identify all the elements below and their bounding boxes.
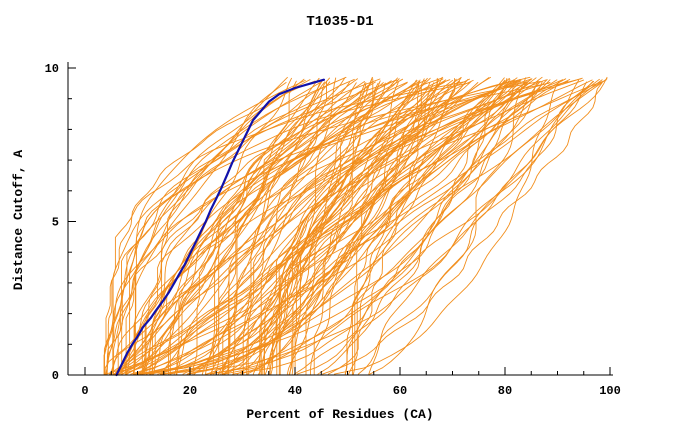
prediction-curve [193,82,431,375]
prediction-curve [115,78,355,375]
prediction-curve [322,82,603,375]
prediction-curve [103,81,528,375]
prediction-curve [221,77,456,375]
x-tick-label: 80 [498,384,512,398]
prediction-curve [352,79,454,375]
prediction-curve [240,82,435,375]
x-tick-label: 60 [393,384,407,398]
prediction-curve [276,78,582,375]
prediction-curve [114,82,520,375]
prediction-curve [121,82,479,375]
prediction-curve [246,78,374,375]
tick-labels: 0 20 40 60 80 100 0 5 10 [45,62,621,398]
prediction-curve [201,78,470,375]
prediction-curve [141,80,392,375]
chart-title: T1035-D1 [306,14,373,30]
prediction-curve [106,77,444,375]
x-axis-label: Percent of Residues (CA) [246,407,433,422]
prediction-curve [334,81,560,375]
prediction-curve [114,78,567,375]
highlighted-model-line [115,78,325,377]
prediction-curve [222,79,474,375]
prediction-curve [210,78,400,375]
prediction-curve [242,82,408,375]
x-tick-label: 40 [288,384,302,398]
y-tick-label: 5 [52,216,59,230]
prediction-curve [205,81,594,375]
prediction-curve [357,80,595,375]
prediction-curve [305,77,518,375]
prediction-curve [106,81,373,375]
prediction-curve [206,79,548,375]
prediction-curve [112,80,297,375]
prediction-curve [369,77,527,375]
prediction-curve [145,80,420,375]
prediction-curve [236,82,366,375]
prediction-curve [134,80,506,375]
prediction-curve [294,80,569,375]
prediction-curve [246,77,490,375]
prediction-curve [232,80,421,375]
prediction-curve [132,79,311,375]
prediction-curve [269,79,522,375]
prediction-curve [104,82,384,375]
prediction-curve [348,79,519,375]
highlighted-model-curve [115,78,325,377]
x-tick-label: 100 [599,384,621,398]
prediction-curve [139,82,367,375]
prediction-curve [258,81,531,375]
prediction-curve [125,79,306,375]
prediction-curve [116,82,379,375]
prediction-curve [192,76,531,375]
prediction-curve [103,79,398,375]
prediction-curve [103,80,316,375]
prediction-curve [317,79,514,375]
prediction-curve [169,79,421,375]
prediction-curve [293,81,543,375]
prediction-curve [261,79,558,375]
prediction-curve [351,79,593,375]
prediction-curve [313,77,510,375]
prediction-curve [182,76,543,375]
y-axis-label: Distance Cutoff, A [11,150,26,291]
axes [67,62,613,376]
prediction-curve [133,76,347,375]
prediction-curve [105,79,551,375]
y-tick-label: 10 [45,62,59,76]
prediction-curve [118,82,321,375]
x-tick-label: 0 [81,384,88,398]
x-tick-label: 20 [183,384,197,398]
prediction-curve [173,79,451,375]
prediction-curve [162,81,587,375]
prediction-curve [223,77,337,375]
prediction-curve [137,81,527,375]
y-tick-label: 0 [52,369,59,383]
prediction-curve [210,79,571,375]
prediction-curve [159,77,462,375]
prediction-curves-group [103,76,608,375]
prediction-curve [125,82,470,375]
prediction-curve [247,81,365,375]
prediction-curve [289,78,469,375]
prediction-curve [344,77,505,375]
prediction-curve [269,77,462,375]
prediction-curve [119,81,472,375]
